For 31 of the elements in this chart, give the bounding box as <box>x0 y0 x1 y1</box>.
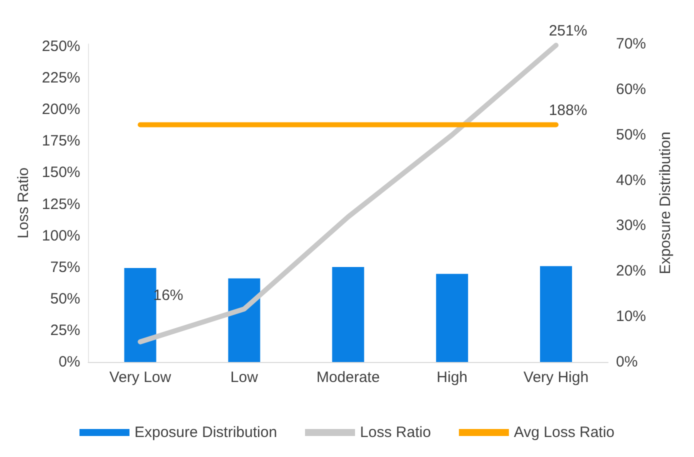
y-tick-label: 0% <box>58 354 80 370</box>
legend-label: Exposure Distribution <box>134 424 278 441</box>
y-tick-label: 75% <box>50 258 80 276</box>
y-tick-label: 50% <box>50 290 80 308</box>
y-tick-label: 100% <box>42 227 80 244</box>
y-tick-label: 225% <box>42 70 80 87</box>
y-axis-title: Loss Ratio <box>15 168 32 238</box>
y-tick-label: 200% <box>42 101 80 118</box>
x-tick-label: Moderate <box>316 369 380 386</box>
y2-tick-label: 10% <box>616 308 646 326</box>
y2-axis-title: Exposure Distribution <box>657 132 674 274</box>
x-tick-label: Very Low <box>109 369 172 386</box>
x-tick-label: High <box>436 369 468 386</box>
y-tick-label: 175% <box>42 132 80 150</box>
data-label: 188% <box>548 102 588 119</box>
y2-tick-label: 60% <box>616 80 646 98</box>
y2-tick-label: 40% <box>616 172 646 189</box>
x-tick-label: Low <box>230 369 258 386</box>
data-label: 251% <box>548 22 588 40</box>
legend-label: Avg Loss Ratio <box>514 424 615 441</box>
y2-tick-label: 30% <box>616 217 646 234</box>
y2-tick-label: 20% <box>616 262 646 280</box>
y2-tick-label: 0% <box>616 354 638 370</box>
y2-tick-label: 50% <box>616 126 646 144</box>
y-tick-label: 150% <box>42 164 80 182</box>
x-tick-label: Very High <box>524 369 589 386</box>
y-tick-label: 25% <box>50 322 80 339</box>
y-tick-label: 125% <box>42 196 80 213</box>
y-tick-label: 250% <box>42 38 80 56</box>
y2-tick-label: 70% <box>616 36 646 52</box>
legend-label: Loss Ratio <box>360 424 431 441</box>
